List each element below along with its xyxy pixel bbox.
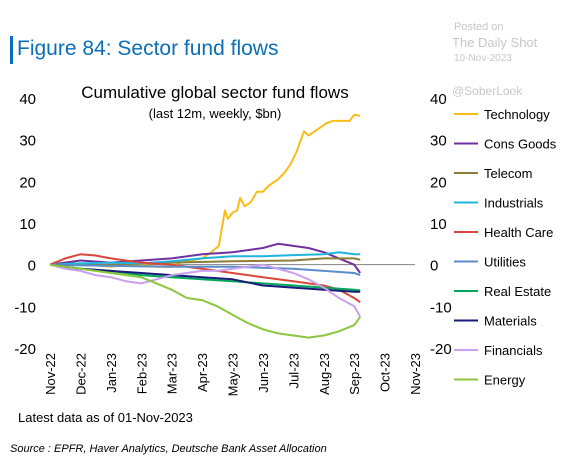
y-tick-label-right: -10 (430, 299, 452, 316)
x-tick-label: Aug-23 (317, 353, 332, 395)
chart-subtitle: (last 12m, weekly, $bn) (148, 106, 282, 121)
x-tick-label: Oct-23 (378, 353, 393, 392)
series-line-utilities (49, 263, 361, 277)
legend-label: Energy (484, 373, 526, 388)
legend-label: Cons Goods (484, 137, 557, 152)
legend-label: Real Estate (484, 284, 551, 299)
legend-label: Financials (484, 343, 543, 358)
series-line-energy (49, 263, 362, 339)
legend-label: Industrials (484, 196, 544, 211)
latest-data-note: Latest data as of 01-Nov-2023 (18, 410, 193, 425)
legend-label: Health Care (484, 225, 553, 240)
x-tick-label: Jan-23 (104, 353, 119, 393)
y-tick-label-left: 40 (19, 91, 36, 108)
series-line-telecom (50, 257, 361, 266)
y-tick-label-left: 20 (19, 174, 36, 191)
x-tick-label: Dec-22 (73, 353, 88, 395)
y-tick-label-left: 0 (28, 258, 36, 275)
x-tick-label: Jul-23 (286, 353, 301, 388)
x-tick-label: Nov-22 (43, 353, 58, 395)
watermark-site: The Daily Shot (452, 35, 538, 50)
y-tick-label-left: 30 (19, 133, 36, 150)
legend-label: Materials (484, 314, 537, 329)
watermark-posted: Posted on (454, 21, 504, 33)
x-tick-label: May-23 (226, 353, 241, 396)
y-tick-label-right: 20 (430, 174, 447, 191)
y-tick-label-right: 30 (430, 133, 447, 150)
title-accent-bar (10, 36, 13, 64)
watermark-handle: @SoberLook (452, 84, 523, 98)
y-tick-label-right: 0 (430, 258, 438, 275)
x-tick-label: Apr-23 (195, 353, 210, 392)
y-tick-label-left: -10 (14, 299, 36, 316)
series-line-industrials (49, 251, 361, 266)
series-line-technology (49, 113, 361, 268)
y-tick-label-right: -20 (430, 341, 452, 358)
source-note: Source : EPFR, Haver Analytics, Deutsche… (10, 443, 327, 455)
legend-label: Utilities (484, 255, 526, 270)
legend-label: Telecom (484, 166, 532, 181)
y-tick-label-left: 10 (19, 216, 36, 233)
y-tick-label-right: 10 (430, 216, 447, 233)
y-tick-label-left: -20 (14, 341, 36, 358)
figure-title: Figure 84: Sector fund flows (17, 37, 279, 60)
x-tick-label: Jun-23 (256, 353, 271, 393)
x-tick-label: Mar-23 (165, 353, 180, 394)
x-tick-label: Nov-23 (408, 353, 423, 395)
legend-label: Technology (484, 107, 550, 122)
y-tick-label-right: 40 (430, 91, 447, 108)
x-tick-label: Feb-23 (134, 353, 149, 394)
chart-title: Cumulative global sector fund flows (81, 83, 349, 102)
series-line-financials (49, 263, 362, 318)
x-tick-label: Sep-23 (347, 353, 362, 395)
watermark-date: 10-Nov-2023 (454, 53, 512, 64)
